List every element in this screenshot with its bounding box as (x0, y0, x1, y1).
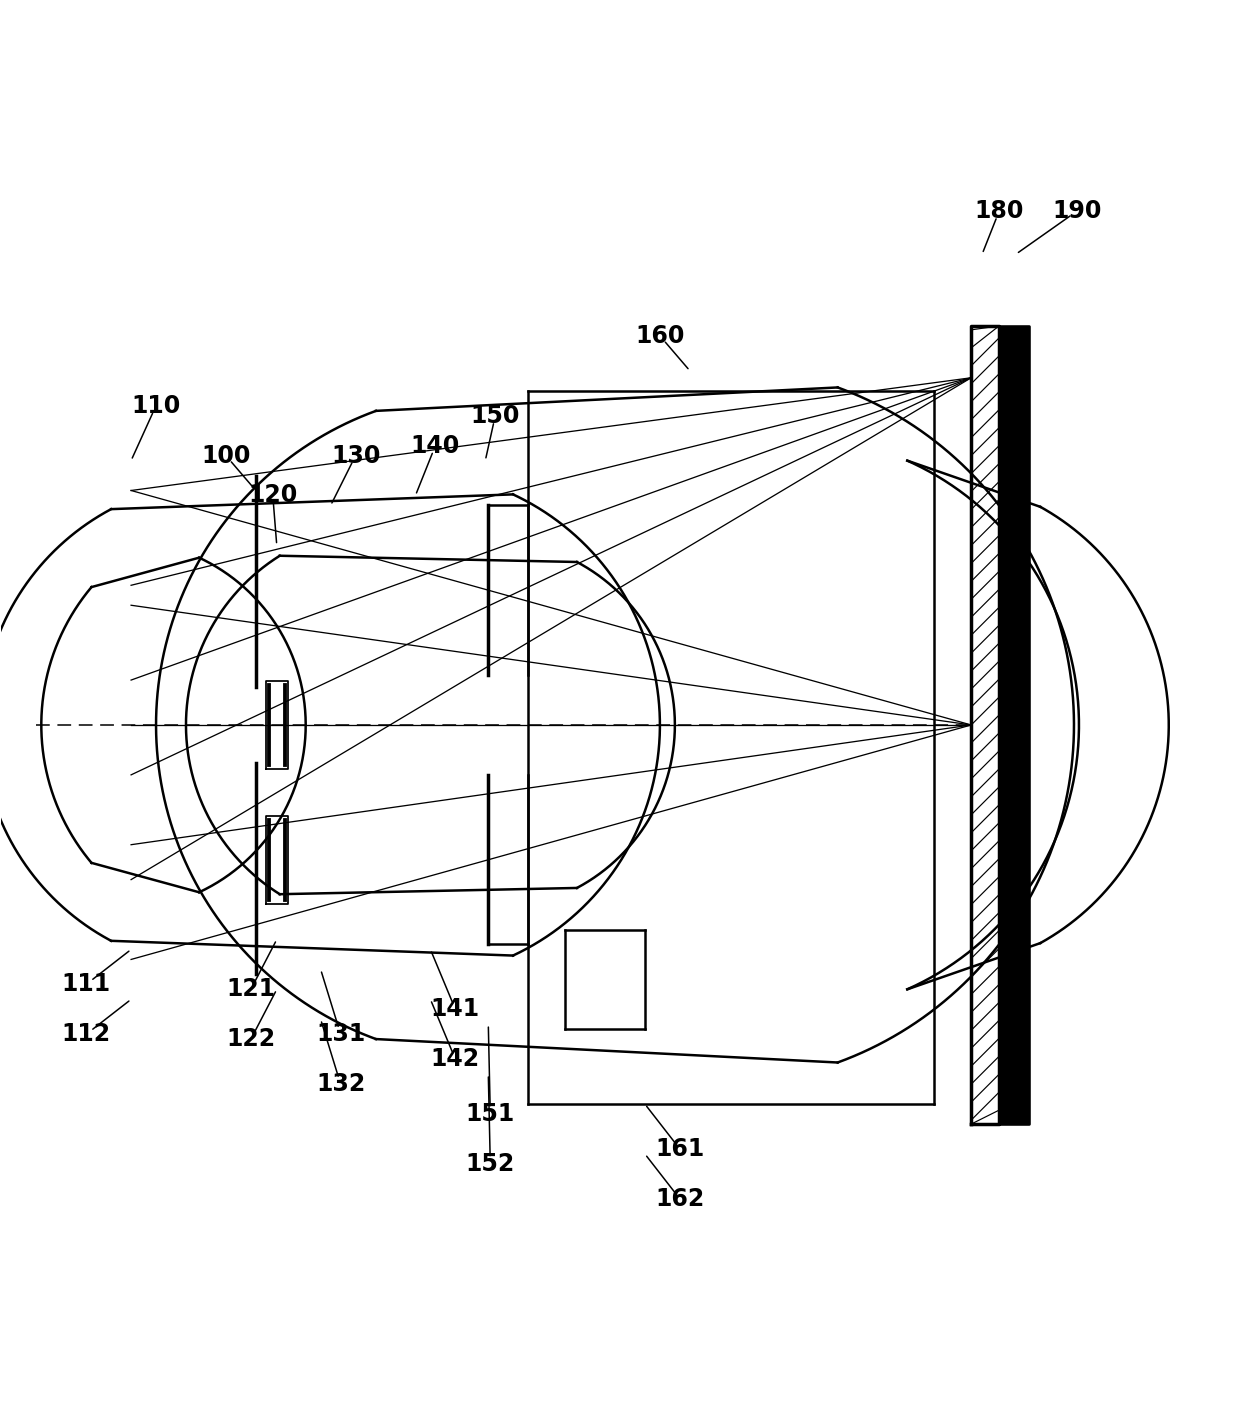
Text: 140: 140 (410, 433, 460, 457)
Text: 132: 132 (316, 1072, 366, 1096)
Text: 162: 162 (655, 1187, 704, 1211)
Text: 142: 142 (430, 1047, 480, 1072)
Text: 110: 110 (131, 393, 181, 418)
Text: 100: 100 (201, 443, 250, 467)
Text: 151: 151 (466, 1102, 515, 1126)
Text: 111: 111 (62, 972, 110, 996)
Text: 121: 121 (226, 978, 275, 1002)
Polygon shape (999, 326, 1029, 1124)
Text: 130: 130 (331, 443, 381, 467)
Text: 150: 150 (471, 403, 520, 428)
Text: 131: 131 (316, 1022, 366, 1046)
Text: 152: 152 (466, 1151, 515, 1176)
Text: 180: 180 (975, 200, 1024, 224)
Text: 160: 160 (635, 323, 684, 348)
Text: 141: 141 (430, 997, 480, 1022)
Text: 161: 161 (655, 1137, 704, 1161)
Text: 190: 190 (1053, 200, 1101, 224)
Text: 122: 122 (226, 1027, 275, 1052)
Text: 112: 112 (62, 1022, 110, 1046)
Text: 120: 120 (248, 483, 298, 507)
